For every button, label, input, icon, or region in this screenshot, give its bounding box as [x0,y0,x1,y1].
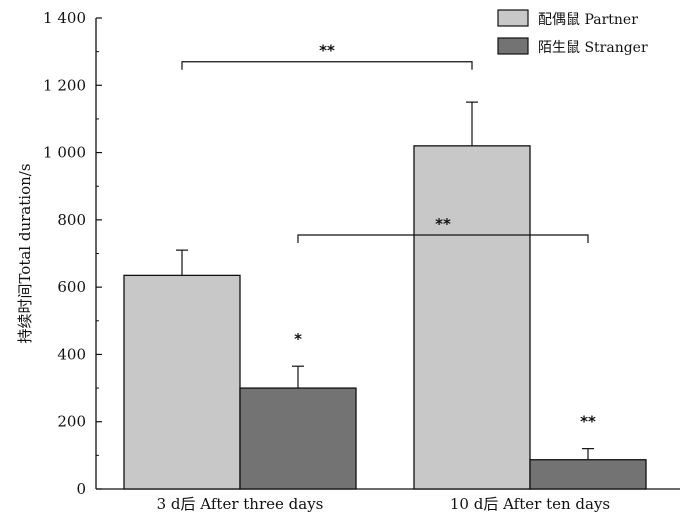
comparison-label: ** [319,42,335,60]
bar-stranger-1 [529,459,647,490]
x-tick-label: 3 d后 After three days [157,495,324,513]
bar-stranger-0 [239,387,357,490]
axes: 0 200 400 600 800 1 000 1 200 1 400 3 d后 After t… [16,9,680,513]
y-tick-label: 200 [57,413,86,431]
y-tick-label: 1 000 [43,144,86,162]
legend-swatch-partner [497,9,529,27]
significance-label: ** [580,413,596,431]
legend: 配偶鼠 Partner 陌生鼠 Stranger [497,9,648,56]
bar-partner-1 [413,145,531,490]
legend-label: 陌生鼠 Stranger [538,40,648,56]
legend-label: 配偶鼠 Partner [538,12,638,28]
significance-label: * [294,330,302,348]
y-tick-label: 600 [57,278,86,296]
y-axis-label: 持续时间Total duration/s [16,163,34,343]
y-tick-label: 400 [57,345,86,363]
annotations: ******* [181,42,596,431]
y-tick-label: 800 [57,211,86,229]
comparison-bracket [181,61,473,70]
y-tick-label: 1 200 [43,76,86,94]
legend-swatch-stranger [497,37,529,55]
bar-partner-0 [123,274,241,490]
comparison-bracket [297,234,589,243]
x-tick-label: 10 d后 After ten days [450,495,610,513]
y-tick-label: 1 400 [43,9,86,27]
comparison-label: ** [435,215,451,233]
bars [123,101,647,490]
y-tick-label: 0 [76,480,86,498]
